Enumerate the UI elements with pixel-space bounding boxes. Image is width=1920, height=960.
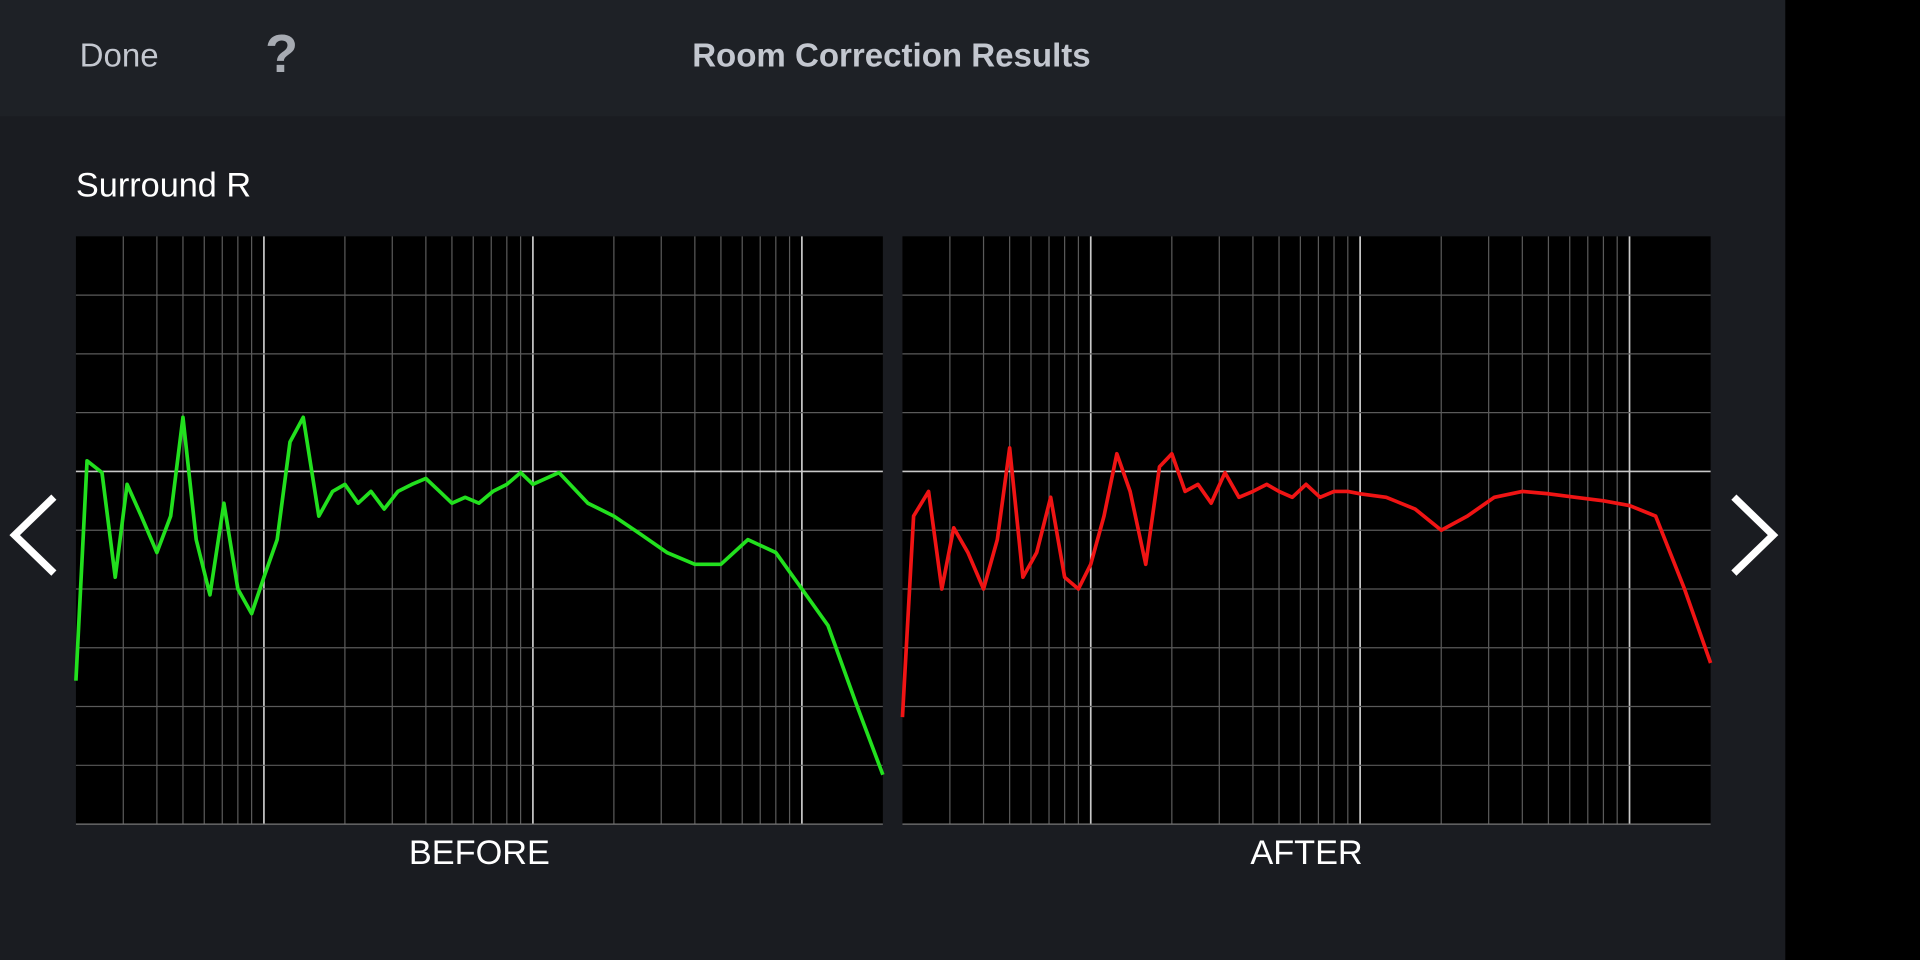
side-strip: [1785, 0, 1920, 960]
chart: AFTER: [900, 236, 1713, 872]
page-title: Room Correction Results: [692, 37, 1090, 74]
help-button[interactable]: ?: [265, 24, 298, 84]
response-curve: [900, 446, 1713, 718]
chart: BEFORE: [74, 236, 885, 872]
header-bar: [0, 0, 1786, 117]
response-curve: [74, 415, 885, 776]
prev-arrow[interactable]: [9, 494, 57, 576]
chart-label: BEFORE: [409, 834, 550, 872]
next-arrow[interactable]: [1731, 494, 1779, 576]
channel-name: Surround R: [76, 166, 251, 204]
chart-label: AFTER: [1250, 834, 1362, 872]
done-button[interactable]: Done: [80, 37, 159, 74]
